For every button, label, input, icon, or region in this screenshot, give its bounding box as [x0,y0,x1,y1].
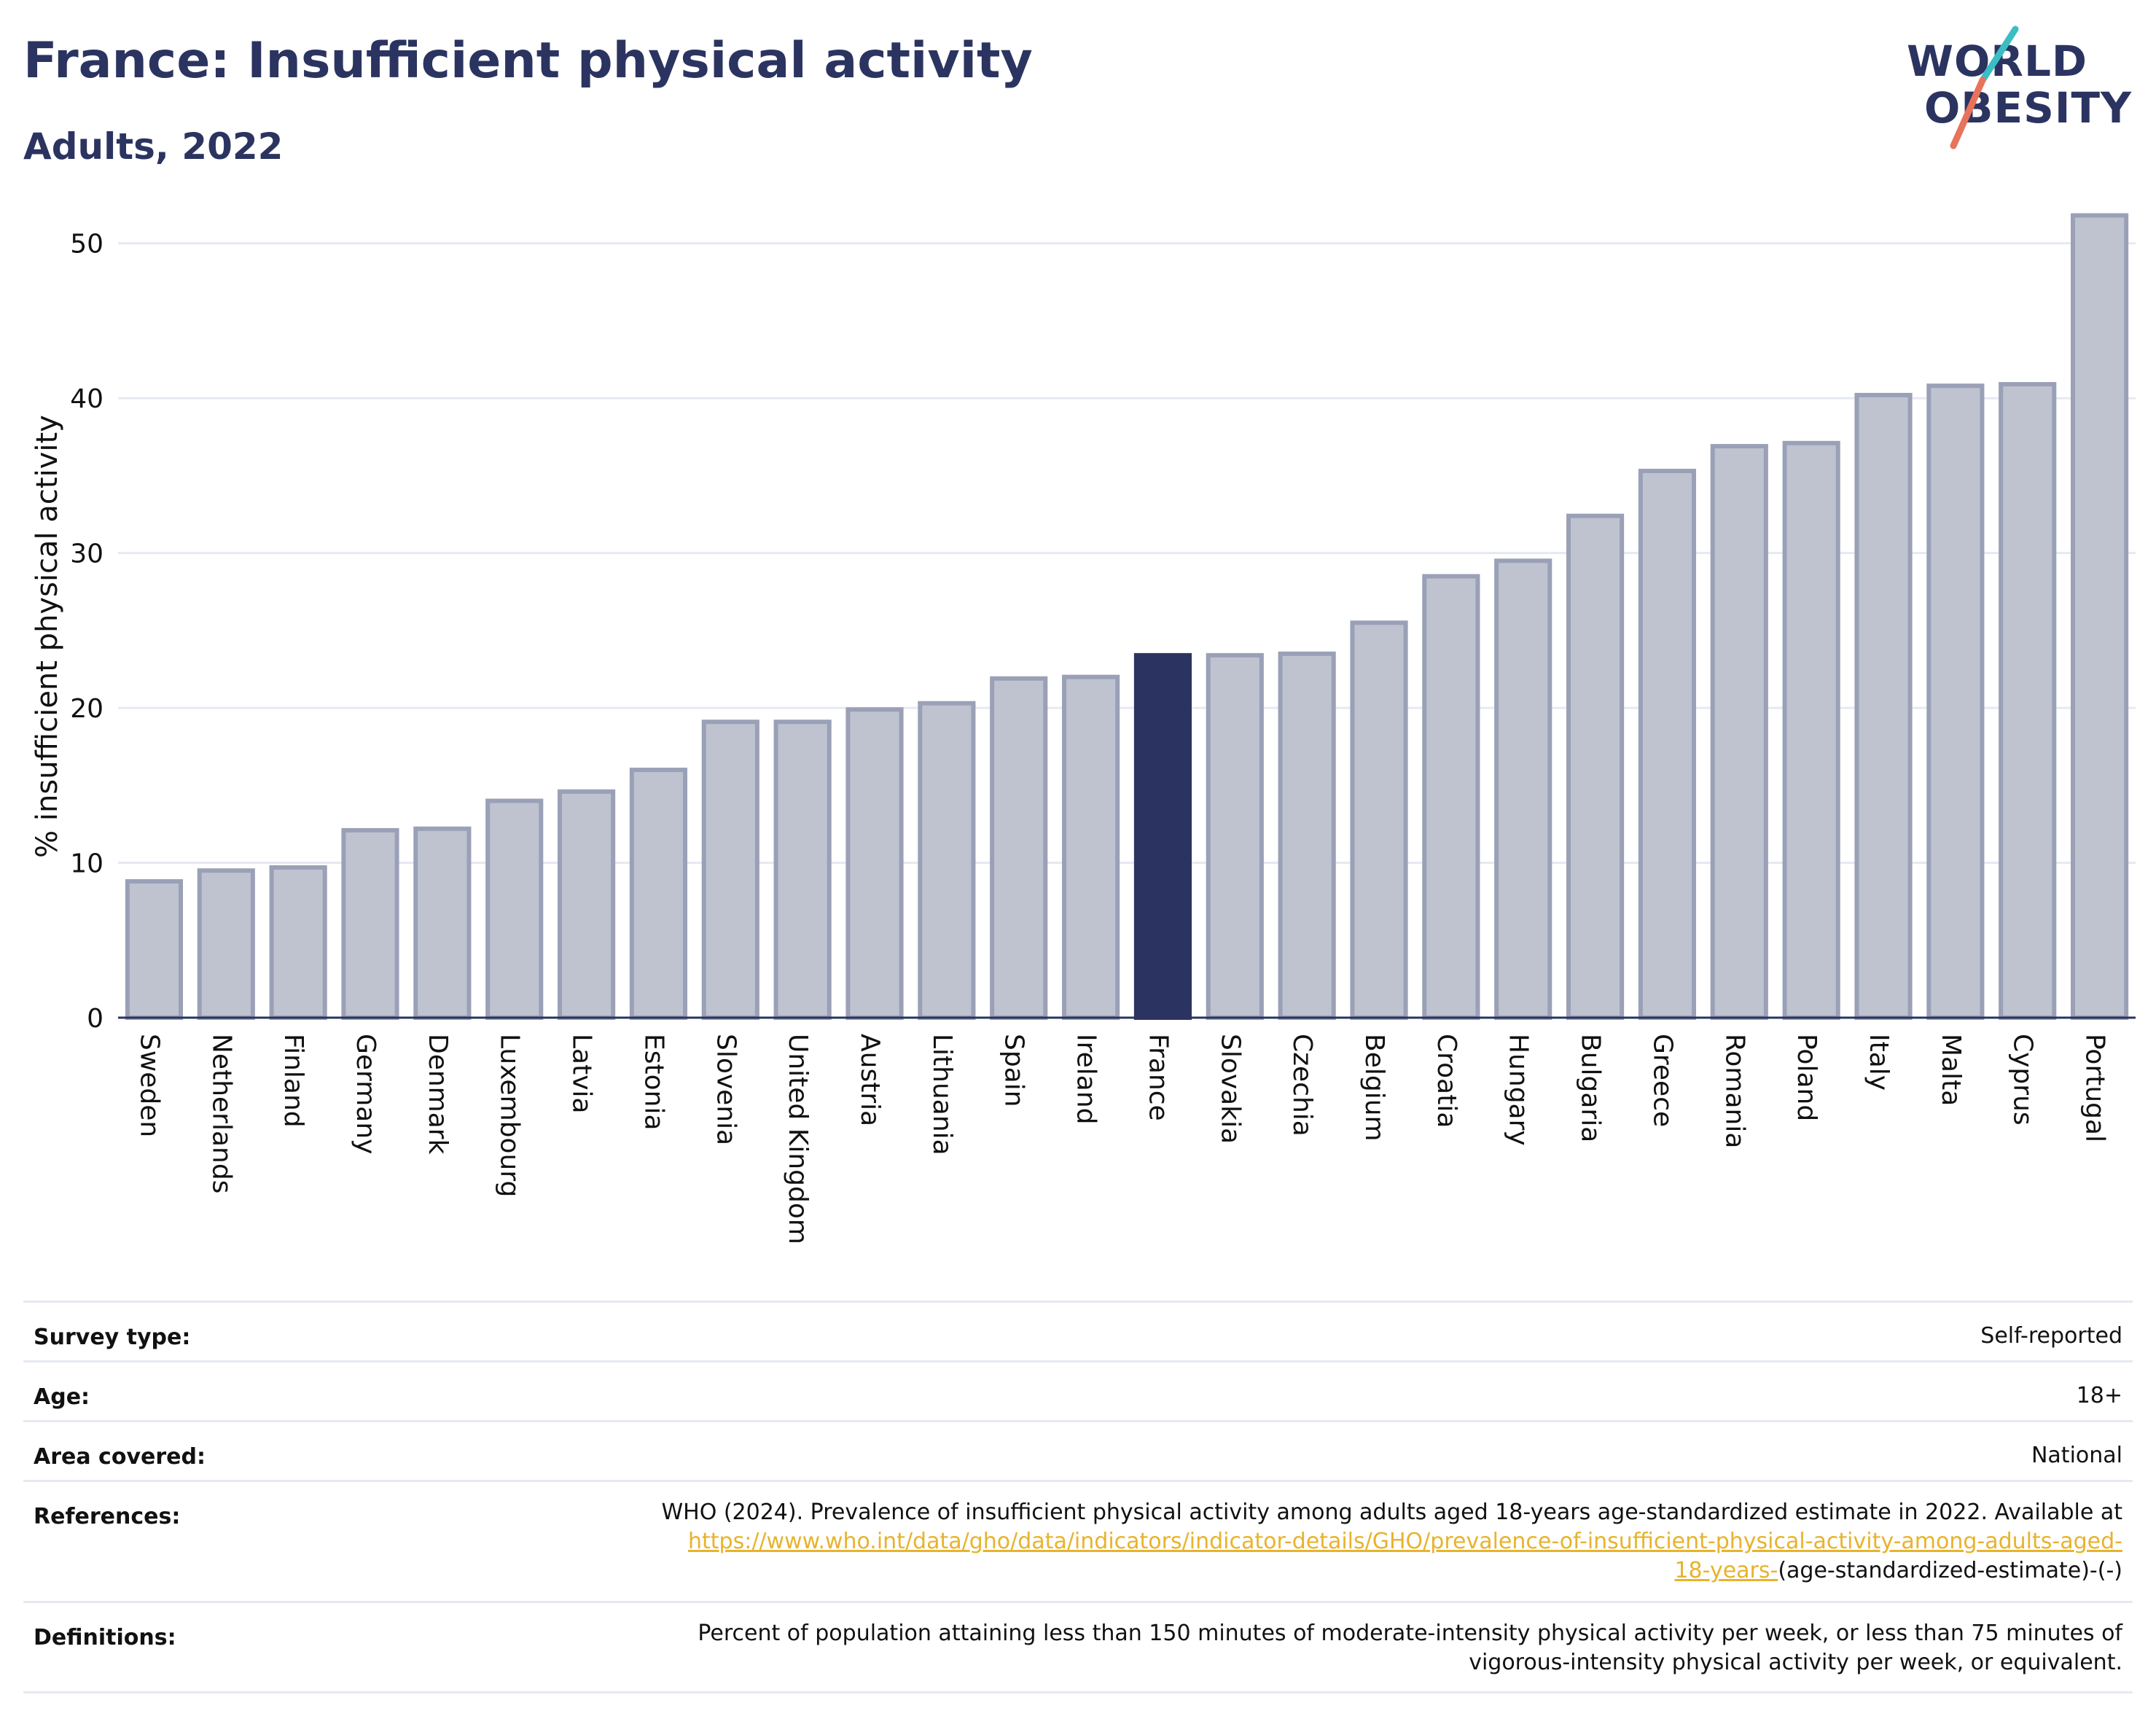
area-row: Area covered: National [23,1420,2133,1482]
bar-czechia [1278,651,1336,1020]
bar-latvia [557,789,616,1020]
survey-type-value: Self-reported [1980,1323,2122,1349]
x-tick-label: Croatia [1432,1034,1461,1128]
x-tick-label: Malta [1936,1034,1966,1106]
y-tick-label: 0 [87,1004,103,1034]
references-row: References: WHO (2024). Prevalence of in… [23,1480,2133,1603]
bar-chart: 0 10 20 30 40 50 Sweden Netherlands Finland Germ… [31,213,2136,1244]
bar-croatia [1422,574,1480,1020]
y-axis-title: % insufficient physical activity [31,415,64,858]
y-tick-label: 10 [70,849,103,879]
y-tick-label: 30 [70,539,103,569]
age-row: Age: 18+ [23,1360,2133,1422]
references-text-after: (age-standardized-estimate)-(-) [1778,1558,2122,1583]
bar-romania [1710,444,1768,1020]
x-tick-label: Portugal [2080,1034,2110,1142]
age-value: 18+ [2076,1383,2122,1408]
x-tick-label: Austria [855,1034,885,1126]
bar-finland [269,865,327,1021]
bar-france [1133,652,1192,1020]
logo-line-2: OBESITY [1924,83,2133,133]
bar-germany [341,827,399,1020]
area-value: National [2031,1443,2122,1468]
logo-slash-icon [1950,26,2019,149]
x-tick-label: Estonia [638,1034,668,1131]
x-tick-label: Ireland [1071,1034,1101,1125]
x-tick-label: Finland [278,1034,308,1128]
age-label: Age: [34,1384,90,1410]
x-axis-labels: Sweden Netherlands Finland Germany Denmark Lu… [134,1034,2109,1244]
y-tick-label: 50 [70,230,103,260]
bar-spain [990,676,1048,1020]
world-obesity-logo: WORLD OBESITY [1895,22,2143,153]
bar-malta [1926,383,1985,1020]
x-tick-label: Slovakia [1215,1034,1245,1144]
definitions-line-2: vigorous-intensity physical activity per… [1469,1650,2122,1675]
x-tick-label: Denmark [423,1034,453,1155]
bar-greece [1638,469,1697,1020]
x-tick-label: Poland [1792,1034,1821,1121]
x-tick-label: Latvia [567,1034,597,1114]
x-tick-label: Greece [1647,1034,1677,1127]
x-tick-label: Belgium [1359,1034,1389,1142]
bar-bulgaria [1566,513,1625,1020]
x-tick-label: United Kingdom [783,1034,813,1244]
definitions-label: Definitions: [34,1625,176,1650]
x-tick-label: Slovenia [711,1034,741,1145]
bar-lithuania [918,701,976,1020]
x-tick-label: Sweden [134,1034,164,1137]
definitions-line-1: Percent of population attaining less tha… [698,1621,2122,1646]
x-tick-label: Romania [1719,1034,1749,1148]
bars [125,213,2129,1021]
y-tick-label: 40 [70,384,103,414]
x-tick-label: Bulgaria [1576,1034,1606,1142]
x-tick-label: Netherlands [206,1034,236,1193]
references-label: References: [34,1504,181,1529]
info-bottom-border [23,1691,2133,1693]
bar-luxembourg [485,798,544,1020]
definitions-value: Percent of population attaining less tha… [300,1619,2122,1677]
area-label: Area covered: [34,1444,206,1470]
bar-cyprus [1999,382,2057,1020]
bar-netherlands [197,868,255,1020]
x-tick-label: Spain [999,1034,1029,1107]
bar-denmark [413,826,472,1020]
x-tick-label: Italy [1864,1034,1894,1091]
x-tick-label: Germany [351,1034,380,1154]
bar-slovenia [701,720,759,1020]
y-tick-label: 20 [70,694,103,724]
survey-type-row: Survey type: Self-reported [23,1301,2133,1362]
chart-title: France: Insufficient physical activity [23,32,1033,90]
bar-italy [1854,392,1913,1020]
bar-belgium [1350,620,1408,1020]
bar-portugal [2070,213,2129,1020]
references-value: WHO (2024). Prevalence of insufficient p… [300,1498,2122,1586]
y-axis-ticks: 0 10 20 30 40 50 [70,230,103,1034]
bar-ireland [1061,674,1120,1020]
bar-sweden [125,879,184,1020]
x-tick-label: Cyprus [2008,1034,2038,1126]
x-tick-label: Luxembourg [495,1034,525,1197]
bar-hungary [1494,558,1552,1020]
bar-estonia [629,768,688,1021]
x-tick-label: France [1143,1034,1173,1121]
x-tick-label: Czechia [1287,1034,1317,1136]
bar-poland [1782,440,1840,1020]
bar-austria [845,707,904,1020]
chart-subtitle: Adults, 2022 [23,125,284,168]
x-tick-label: Lithuania [927,1034,957,1155]
references-link-line-1[interactable]: https://www.who.int/data/gho/data/indica… [688,1529,2122,1554]
survey-type-label: Survey type: [34,1325,191,1350]
x-tick-label: Hungary [1504,1034,1534,1146]
definitions-row: Definitions: Percent of population attai… [23,1601,2133,1693]
references-text: WHO (2024). Prevalence of insufficient p… [661,1500,2122,1525]
bar-slovakia [1206,652,1264,1020]
bar-united-kingdom [773,720,832,1020]
references-link-line-2[interactable]: 18-years- [1674,1558,1778,1583]
